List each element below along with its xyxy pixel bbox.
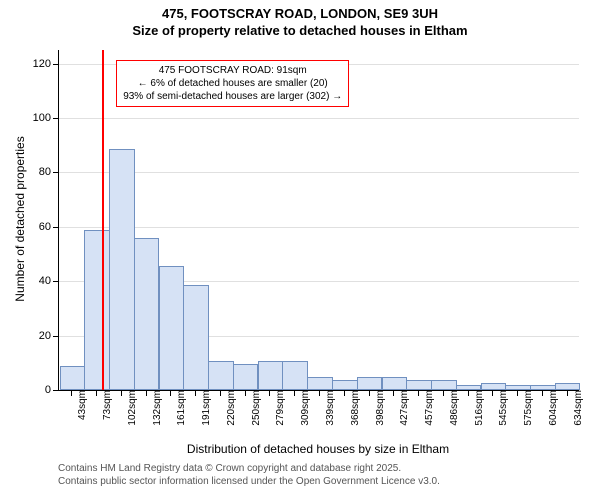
gridline: [59, 172, 579, 173]
histogram-bar: [233, 364, 259, 390]
title-line-1: 475, FOOTSCRAY ROAD, LONDON, SE9 3UH: [0, 6, 600, 23]
gridline: [59, 118, 579, 119]
y-tick-label: 60: [39, 221, 59, 233]
x-tick-label: 43sqm: [71, 390, 88, 420]
x-tick-label: 309sqm: [294, 390, 311, 426]
histogram-bar: [307, 377, 333, 390]
x-tick-label: 339sqm: [319, 390, 336, 426]
footer-line-2: Contains public sector information licen…: [58, 475, 440, 488]
y-tick-label: 100: [33, 112, 59, 124]
histogram-bar: [60, 366, 86, 390]
x-tick-label: 191sqm: [195, 390, 212, 426]
histogram-bar: [357, 377, 383, 390]
x-tick-label: 575sqm: [517, 390, 534, 426]
x-tick-label: 161sqm: [170, 390, 187, 426]
histogram-bar: [431, 380, 457, 390]
x-tick-label: 457sqm: [418, 390, 435, 426]
annotation-box: 475 FOOTSCRAY ROAD: 91sqm← 6% of detache…: [116, 60, 349, 107]
x-tick-label: 486sqm: [443, 390, 460, 426]
x-axis-label: Distribution of detached houses by size …: [58, 442, 578, 456]
x-tick-label: 545sqm: [492, 390, 509, 426]
x-tick-label: 73sqm: [96, 390, 113, 420]
footer-attribution: Contains HM Land Registry data © Crown c…: [58, 462, 440, 488]
annotation-line: 93% of semi-detached houses are larger (…: [123, 90, 342, 103]
x-tick-label: 427sqm: [393, 390, 410, 426]
title-line-2: Size of property relative to detached ho…: [0, 23, 600, 40]
y-tick-label: 20: [39, 330, 59, 342]
gridline: [59, 227, 579, 228]
x-tick-label: 398sqm: [369, 390, 386, 426]
histogram-bar: [282, 361, 308, 390]
y-tick-label: 80: [39, 166, 59, 178]
y-axis-label: Number of detached properties: [13, 119, 27, 319]
x-tick-label: 604sqm: [542, 390, 559, 426]
y-tick-label: 0: [45, 384, 59, 396]
histogram-bar: [109, 149, 135, 390]
x-tick-label: 132sqm: [146, 390, 163, 426]
histogram-bar: [382, 377, 408, 390]
histogram-bar: [134, 238, 160, 390]
property-marker-line: [102, 50, 104, 390]
histogram-bar: [555, 383, 581, 390]
histogram-bar: [208, 361, 234, 390]
histogram-bar: [332, 380, 358, 390]
plot-area: 02040608010012043sqm73sqm102sqm132sqm161…: [58, 50, 579, 391]
y-tick-label: 120: [33, 58, 59, 70]
x-tick-label: 516sqm: [468, 390, 485, 426]
x-tick-label: 102sqm: [121, 390, 138, 426]
footer-line-1: Contains HM Land Registry data © Crown c…: [58, 462, 440, 475]
x-tick-label: 250sqm: [245, 390, 262, 426]
annotation-line: ← 6% of detached houses are smaller (20): [123, 77, 342, 90]
histogram-bar: [481, 383, 507, 390]
annotation-line: 475 FOOTSCRAY ROAD: 91sqm: [123, 64, 342, 77]
histogram-chart: 475, FOOTSCRAY ROAD, LONDON, SE9 3UH Siz…: [0, 0, 600, 500]
y-tick-label: 40: [39, 275, 59, 287]
x-tick-label: 279sqm: [269, 390, 286, 426]
histogram-bar: [183, 285, 209, 390]
histogram-bar: [258, 361, 284, 390]
x-tick-label: 368sqm: [344, 390, 361, 426]
histogram-bar: [84, 230, 110, 390]
histogram-bar: [406, 380, 432, 390]
histogram-bar: [159, 266, 185, 390]
x-tick-label: 220sqm: [220, 390, 237, 426]
x-tick-label: 634sqm: [567, 390, 584, 426]
chart-title: 475, FOOTSCRAY ROAD, LONDON, SE9 3UH Siz…: [0, 0, 600, 40]
